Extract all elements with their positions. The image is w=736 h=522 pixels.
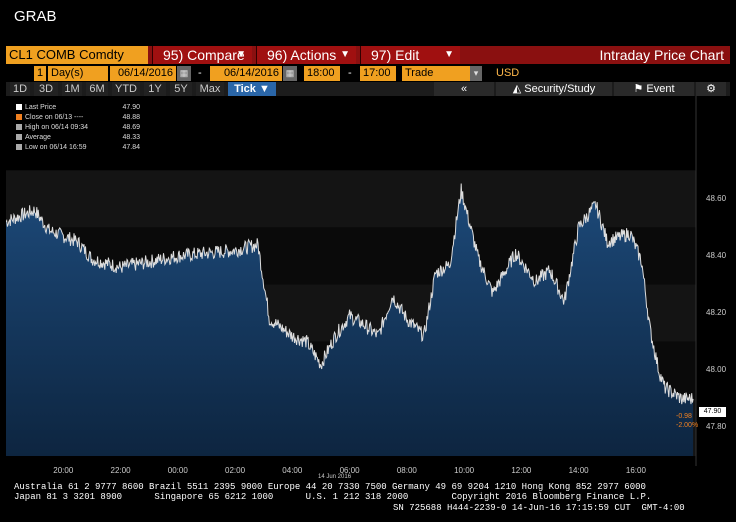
- x-tick-label: 00:00: [167, 466, 188, 475]
- currency-label: USD: [496, 67, 520, 79]
- chevron-down-icon[interactable]: ▾: [470, 66, 482, 81]
- period-unit-field[interactable]: Day(s): [48, 66, 108, 81]
- date-separator: -: [198, 67, 202, 79]
- x-tick-label: 08:00: [396, 466, 417, 475]
- gear-icon[interactable]: ⚙: [696, 82, 726, 96]
- legend-item: Last Price 47.90: [16, 103, 140, 113]
- x-tick-label: 02:00: [225, 466, 246, 475]
- period-count-field[interactable]: 1: [34, 66, 46, 81]
- back-button[interactable]: «: [434, 82, 494, 96]
- legend-marker: [16, 114, 22, 121]
- time-separator: -: [348, 67, 352, 79]
- x-tick-label: 06:00: [339, 466, 360, 475]
- legend-marker: [16, 124, 22, 131]
- y-tick-label: 48.60: [706, 193, 727, 203]
- date-marker: 14 Jun 2016: [318, 474, 352, 480]
- period-button-5y[interactable]: 5Y: [170, 82, 192, 96]
- legend-item: High on 06/14 09:34 48.69: [16, 123, 140, 133]
- calendar-icon[interactable]: ▦: [283, 66, 297, 81]
- event-label: Event: [646, 83, 675, 95]
- x-tick-label: 12:00: [511, 466, 532, 475]
- x-tick-label: 20:00: [53, 466, 74, 475]
- footer-contacts-line1: Australia 61 2 9777 8600 Brazil 5511 239…: [14, 482, 646, 492]
- y-tick-label: 48.40: [706, 251, 727, 260]
- y-tick-label: 48.20: [706, 308, 727, 318]
- period-button-1m[interactable]: 1M: [62, 82, 82, 96]
- legend-value: 48.69: [122, 124, 140, 131]
- price-chart[interactable]: [6, 96, 730, 466]
- legend-marker: [16, 134, 22, 141]
- price-line: [6, 183, 694, 405]
- legend-item: Close on 06/13 ---- 48.88: [16, 113, 140, 123]
- footer-serial: SN 725688 H444-2239-0 14-Jun-16 17:15:59…: [393, 503, 685, 513]
- y-tick-label: 47.80: [706, 422, 727, 432]
- change-percent: -2.00%: [676, 422, 699, 429]
- period-button-1d[interactable]: 1D: [10, 82, 30, 96]
- chevron-down-icon: ▼: [444, 49, 454, 60]
- period-button-6m[interactable]: 6M: [86, 82, 108, 96]
- grid-band: [6, 170, 696, 228]
- period-button-ytd[interactable]: YTD: [112, 82, 140, 96]
- edit-button[interactable]: 97) Edit ▼: [360, 46, 460, 64]
- security-study-label: Security/Study: [524, 83, 596, 95]
- legend-label: High on 06/14 09:34: [25, 124, 89, 131]
- legend-item: Average 48.33: [16, 133, 140, 143]
- study-icon: ◭: [512, 83, 525, 95]
- legend-value: 48.33: [122, 134, 140, 141]
- tick-dropdown[interactable]: Tick ▼: [228, 82, 276, 96]
- edit-label: 97) Edit: [371, 47, 420, 63]
- legend-value: 47.84: [122, 144, 140, 151]
- legend-value: 47.90: [122, 104, 140, 111]
- chart-legend: Last Price 47.90 Close on 06/13 ---- 48.88 H…: [12, 101, 144, 153]
- legend-label: Close on 06/13 ----: [25, 114, 84, 121]
- chevron-down-icon: ▼: [340, 49, 350, 60]
- last-price-label: 47.90: [699, 407, 726, 417]
- flag-icon: ⚑: [633, 83, 647, 95]
- change-absolute: -0.98: [676, 413, 692, 420]
- legend-label: Low on 06/14 16:59: [25, 144, 87, 151]
- ticker-field[interactable]: CL1 COMB Comdty: [6, 46, 148, 64]
- legend-item: Low on 06/14 16:59 47.84: [16, 143, 140, 153]
- market-field[interactable]: Trade: [402, 66, 470, 81]
- security-study-button[interactable]: ◭ Security/Study: [496, 82, 612, 96]
- legend-label: Average: [25, 134, 51, 141]
- end-date-field[interactable]: 06/14/2016: [210, 66, 282, 81]
- actions-label: 96) Actions: [267, 47, 337, 63]
- footer-contacts-line2: Japan 81 3 3201 8900 Singapore 65 6212 1…: [14, 492, 652, 502]
- period-button-3d[interactable]: 3D: [34, 82, 58, 96]
- start-date-field[interactable]: 06/14/2016: [110, 66, 176, 81]
- price-area: [6, 183, 694, 456]
- page-title: Intraday Price Chart: [599, 47, 725, 63]
- x-tick-label: 14:00: [568, 466, 589, 475]
- period-button-max[interactable]: Max: [196, 82, 224, 96]
- x-tick-label: 04:00: [282, 466, 303, 475]
- legend-label: Last Price: [25, 104, 57, 111]
- chevron-down-icon: ▼: [236, 49, 246, 60]
- start-time-field[interactable]: 18:00: [304, 66, 340, 81]
- x-tick-label: 10:00: [454, 466, 475, 475]
- event-button[interactable]: ⚑ Event: [614, 82, 694, 96]
- legend-value: 48.88: [122, 114, 140, 121]
- end-time-field[interactable]: 17:00: [360, 66, 396, 81]
- calendar-icon[interactable]: ▦: [177, 66, 191, 81]
- actions-button[interactable]: 96) Actions ▼: [256, 46, 356, 64]
- x-tick-label: 22:00: [110, 466, 131, 475]
- compare-button[interactable]: 95) Compare ▼: [152, 46, 252, 64]
- legend-marker: [16, 104, 22, 111]
- legend-marker: [16, 144, 22, 151]
- window-title: GRAB: [14, 8, 57, 25]
- compare-label: 95) Compare: [163, 47, 245, 63]
- y-tick-label: 48.00: [706, 365, 727, 375]
- period-button-1y[interactable]: 1Y: [144, 82, 166, 96]
- x-tick-label: 16:00: [625, 466, 646, 475]
